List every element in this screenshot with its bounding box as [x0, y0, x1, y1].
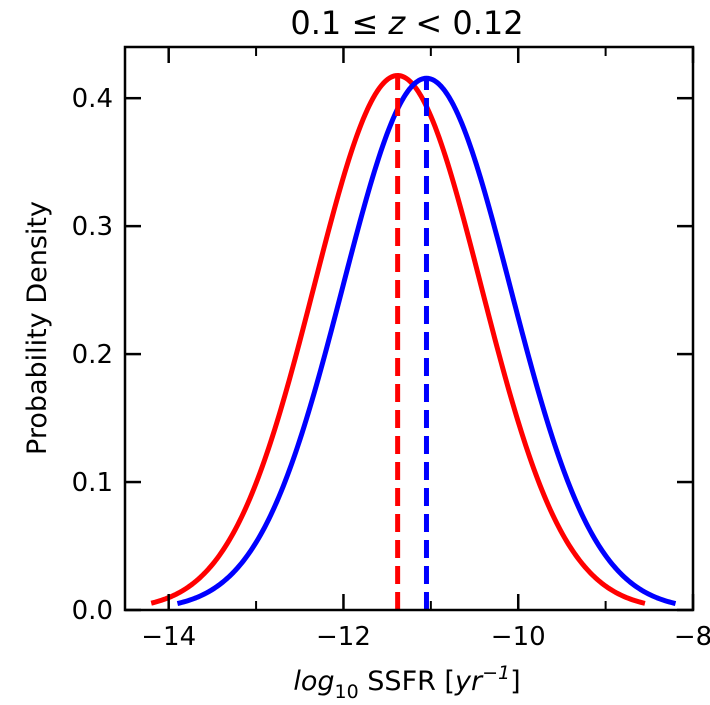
y-tick-label: 0.1 [72, 468, 113, 498]
y-tick-label: 0.2 [72, 340, 113, 370]
axis-ticks: −14 −12 −10 −8 0.0 0.1 0.2 0.3 0.4 [72, 47, 710, 652]
y-axis-title: Probability Density [22, 201, 53, 455]
axes-frame [123, 45, 695, 612]
x-tick-label: −12 [316, 622, 371, 652]
y-tick-label: 0.0 [72, 596, 113, 626]
y-tick-label: 0.3 [72, 212, 113, 242]
x-tick-label: −8 [674, 622, 710, 652]
plot-frame [123, 45, 695, 612]
plot-area [150, 72, 677, 610]
y-tick-label: 0.4 [72, 84, 113, 114]
chart-title: 0.1 ≤ z < 0.12 [290, 4, 523, 42]
x-tick-label: −10 [491, 622, 546, 652]
x-tick-label: −14 [141, 622, 196, 652]
x-axis-title: log10 SSFR [yr−1] [293, 662, 520, 703]
